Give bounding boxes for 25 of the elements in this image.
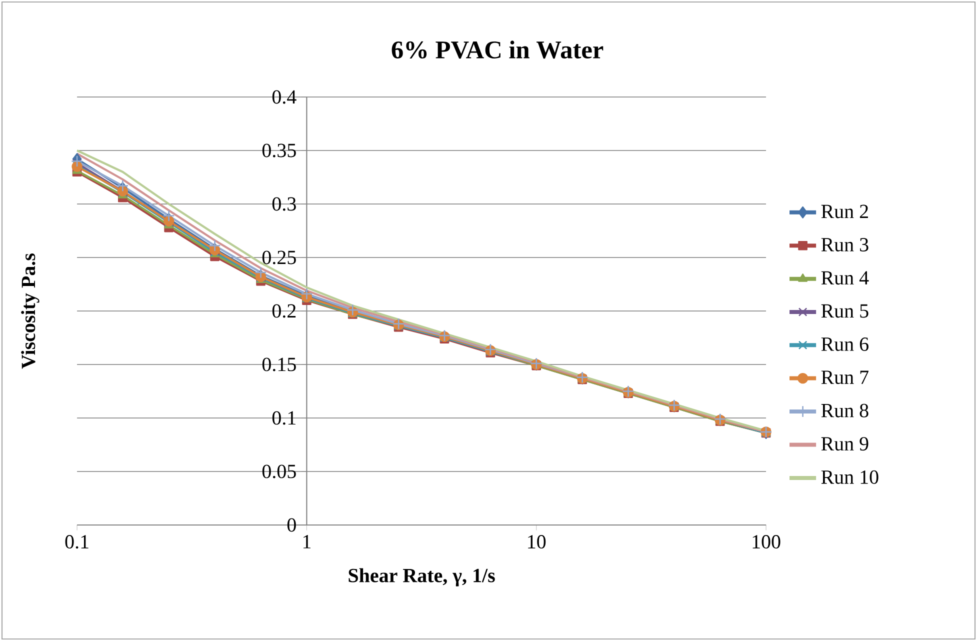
legend-label: Run 9: [821, 437, 868, 451]
y-axis-title: Viscosity Pa.s: [21, 254, 40, 369]
legend-label: Run 5: [821, 304, 868, 318]
y-tick-label: 0: [287, 518, 296, 532]
legend-label: Run 8: [821, 404, 868, 418]
x-tick-label: 100: [752, 535, 780, 549]
legend-label: Run 3: [821, 238, 868, 252]
y-tick-label: 0.4: [272, 90, 296, 104]
y-tick-label: 0.35: [262, 144, 296, 158]
x-tick-label: 1: [303, 535, 311, 548]
y-tick-label: 0.1: [272, 411, 296, 425]
legend-label: Run 2: [821, 204, 868, 218]
legend-label: Run 10: [821, 470, 878, 484]
x-axis-title: Shear Rate, γ, 1/s: [348, 568, 495, 586]
legend-label: Run 4: [821, 271, 869, 285]
legend-label: Run 7: [821, 370, 868, 384]
x-tick-label: 10: [528, 535, 546, 549]
y-tick-label: 0.15: [262, 358, 296, 372]
y-tick-label: 0.3: [272, 197, 296, 211]
legend-label: Run 6: [821, 338, 868, 351]
y-tick-label: 0.25: [262, 250, 296, 264]
chart-title: 6% PVAC in Water: [392, 40, 604, 59]
y-tick-label: 0.05: [262, 464, 296, 478]
x-tick-label: 0.1: [65, 535, 88, 549]
y-tick-label: 0.2: [272, 304, 296, 318]
